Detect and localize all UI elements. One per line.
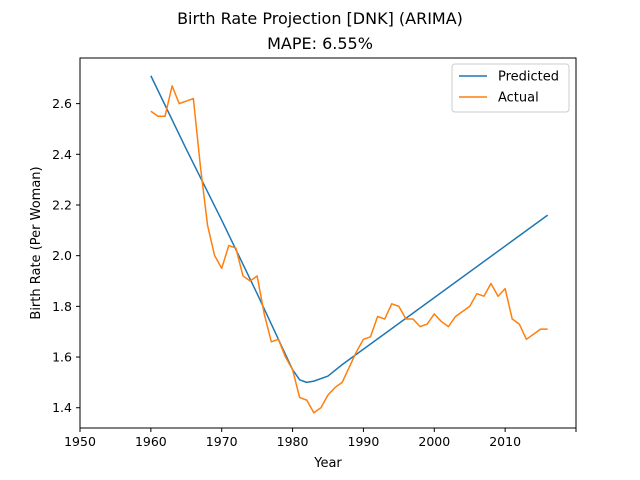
y-tick-label: 1.4: [52, 400, 72, 415]
x-axis-label: Year: [313, 456, 342, 471]
series-line-predicted: [150, 75, 549, 384]
y-tick-label: 2.2: [52, 197, 72, 212]
y-tick-label: 1.8: [52, 299, 72, 314]
series-line-actual: [150, 85, 548, 414]
legend-label-actual: Actual: [498, 91, 539, 106]
plot-area: [150, 75, 549, 414]
y-axis-label: Birth Rate (Per Woman): [29, 166, 44, 319]
y-tick-label: 2.0: [52, 248, 72, 263]
x-tick-label: 1960: [135, 434, 167, 449]
chart-title: Birth Rate Projection [DNK] (ARIMA): [177, 9, 463, 28]
legend: Predicted Actual: [451, 63, 570, 113]
y-axis: 1.4 1.6 1.8 2.0 2.2 2.4 2.6: [52, 96, 80, 415]
x-tick-label: 1970: [206, 434, 238, 449]
x-axis: 1950 1960 1970 1980 1990 2000 2010: [64, 428, 577, 449]
chart-subtitle: MAPE: 6.55%: [267, 34, 373, 53]
x-tick-label: 2010: [489, 434, 521, 449]
y-tick-label: 2.6: [52, 96, 72, 111]
x-tick-label: 1980: [277, 434, 309, 449]
x-tick-label: 1950: [64, 434, 96, 449]
plot-frame: [79, 57, 577, 429]
y-tick-label: 2.4: [52, 147, 72, 162]
x-tick-label: 1990: [348, 434, 380, 449]
x-tick-label: 2000: [418, 434, 450, 449]
y-tick-label: 1.6: [52, 350, 72, 365]
legend-label-predicted: Predicted: [498, 70, 559, 85]
